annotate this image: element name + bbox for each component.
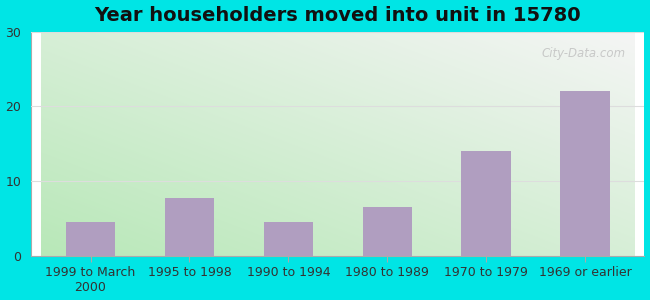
Bar (264, 222, 313, 256)
Bar (560, 92, 610, 256)
Bar (164, 198, 214, 256)
Text: City-Data.com: City-Data.com (542, 47, 626, 60)
Bar (462, 151, 511, 256)
Bar (363, 207, 412, 256)
Bar (66, 222, 115, 256)
Title: Year householders moved into unit in 15780: Year householders moved into unit in 157… (94, 6, 581, 25)
